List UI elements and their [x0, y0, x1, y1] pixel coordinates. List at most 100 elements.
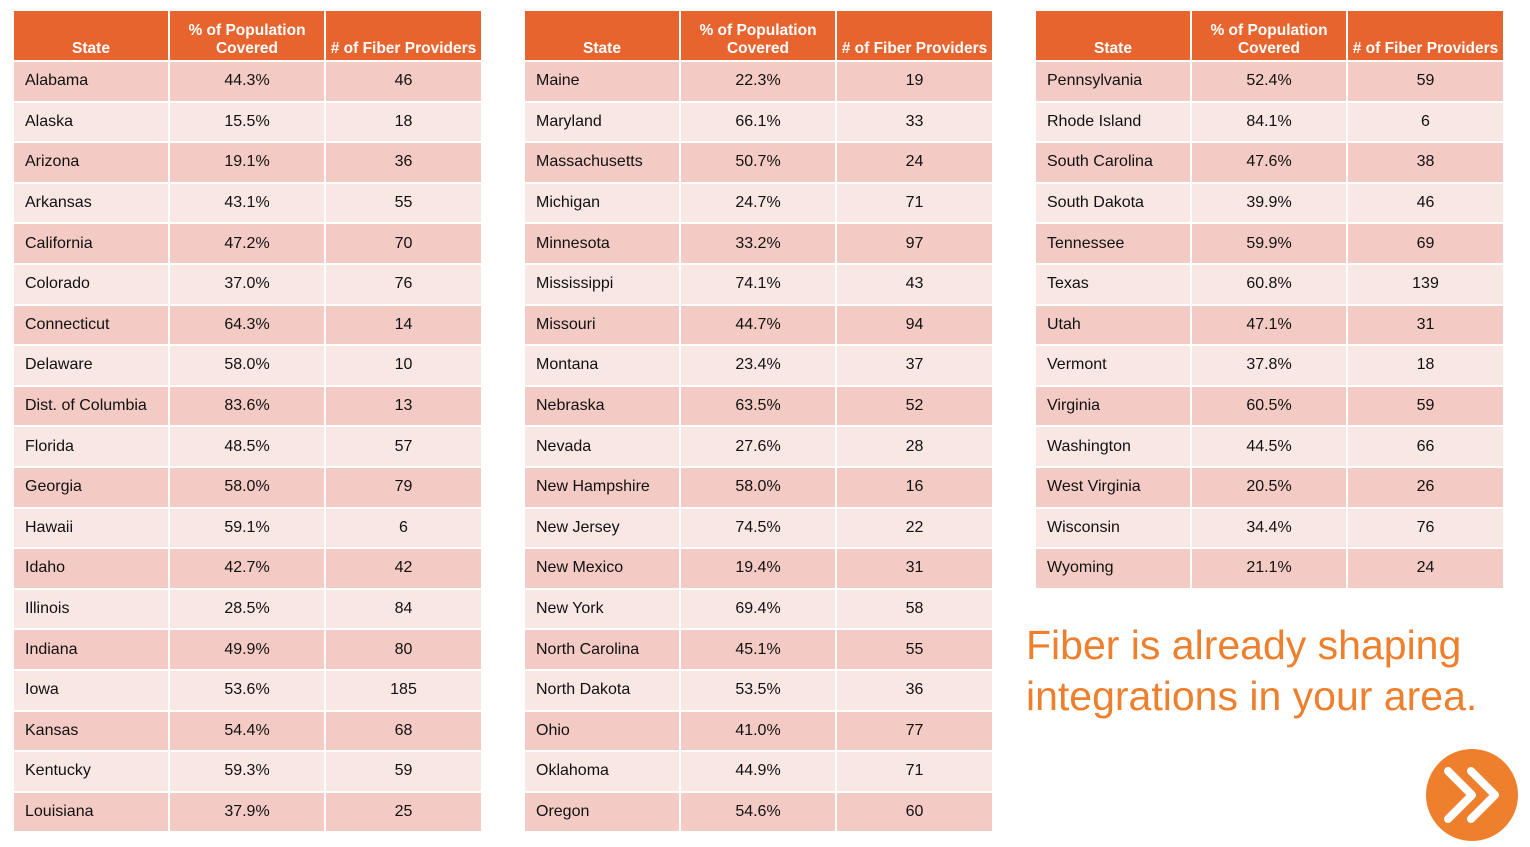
table-row: Washington 44.5% 66	[1036, 427, 1503, 466]
cell-providers: 31	[837, 549, 992, 588]
cell-coverage: 54.6%	[681, 792, 835, 832]
table-row: Vermont 37.8% 18	[1036, 346, 1503, 385]
cell-coverage: 22.3%	[681, 62, 835, 101]
table-row: Colorado 37.0% 76	[14, 264, 481, 304]
cell-coverage: 33.2%	[681, 224, 835, 263]
table-row: Ohio 41.0% 77	[525, 711, 992, 751]
cell-providers: 55	[837, 630, 992, 669]
cell-providers: 19	[837, 62, 992, 101]
header-coverage: % of Population Covered	[681, 11, 835, 60]
header-state: State	[525, 11, 679, 60]
table-row: New York 69.4% 58	[525, 589, 992, 629]
cell-state: California	[14, 224, 168, 263]
cell-state: New Mexico	[525, 549, 679, 588]
cell-coverage: 44.5%	[1192, 427, 1346, 466]
table-row: New Jersey 74.5% 22	[525, 508, 992, 548]
cell-coverage: 37.0%	[170, 264, 324, 304]
table-row: Delaware 58.0% 10	[14, 346, 481, 385]
cell-coverage: 34.4%	[1192, 508, 1346, 548]
cell-providers: 58	[837, 589, 992, 629]
header-providers: # of Fiber Providers	[326, 11, 481, 60]
table-header-row: State % of Population Covered # of Fiber…	[1036, 11, 1503, 60]
cell-providers: 76	[326, 264, 481, 304]
table-row: New Hampshire 58.0% 16	[525, 467, 992, 507]
cell-state: Oklahoma	[525, 752, 679, 791]
cell-coverage: 53.5%	[681, 670, 835, 710]
cell-coverage: 44.7%	[681, 305, 835, 345]
table-row: Michigan 24.7% 71	[525, 183, 992, 223]
cell-state: New Jersey	[525, 508, 679, 548]
fast-forward-icon	[1426, 749, 1518, 841]
cell-coverage: 47.6%	[1192, 143, 1346, 182]
cell-coverage: 21.1%	[1192, 549, 1346, 588]
cell-coverage: 20.5%	[1192, 467, 1346, 507]
cell-coverage: 59.3%	[170, 752, 324, 791]
cell-state: North Dakota	[525, 670, 679, 710]
table-row: Texas 60.8% 139	[1036, 264, 1503, 304]
table-row: South Carolina 47.6% 38	[1036, 143, 1503, 182]
cell-coverage: 52.4%	[1192, 62, 1346, 101]
table-row: Hawaii 59.1% 6	[14, 508, 481, 548]
table-row: Pennsylvania 52.4% 59	[1036, 62, 1503, 101]
cell-providers: 66	[1348, 427, 1503, 466]
table-row: Oklahoma 44.9% 71	[525, 752, 992, 791]
table-row: Iowa 53.6% 185	[14, 670, 481, 710]
cell-coverage: 49.9%	[170, 630, 324, 669]
header-coverage: % of Population Covered	[170, 11, 324, 60]
cell-providers: 10	[326, 346, 481, 385]
table-row: Maryland 66.1% 33	[525, 102, 992, 142]
cell-state: Nevada	[525, 427, 679, 466]
table-row: Florida 48.5% 57	[14, 427, 481, 466]
tagline: Fiber is already shaping integrations in…	[1026, 622, 1478, 719]
cell-providers: 185	[326, 670, 481, 710]
cell-state: Tennessee	[1036, 224, 1190, 263]
cell-state: South Carolina	[1036, 143, 1190, 182]
table-row: Nebraska 63.5% 52	[525, 386, 992, 426]
cell-state: New Hampshire	[525, 467, 679, 507]
cell-providers: 26	[1348, 467, 1503, 507]
table-header-row: State % of Population Covered # of Fiber…	[14, 11, 481, 60]
table-row: California 47.2% 70	[14, 224, 481, 263]
fiber-table-2: State % of Population Covered # of Fiber…	[523, 9, 994, 833]
cell-providers: 71	[837, 752, 992, 791]
cell-coverage: 84.1%	[1192, 102, 1346, 142]
cell-coverage: 37.8%	[1192, 346, 1346, 385]
cell-state: North Carolina	[525, 630, 679, 669]
cell-providers: 14	[326, 305, 481, 345]
cell-providers: 33	[837, 102, 992, 142]
cell-state: Alabama	[14, 62, 168, 101]
next-slide-button[interactable]	[1426, 749, 1518, 841]
cell-coverage: 19.1%	[170, 143, 324, 182]
cell-state: Vermont	[1036, 346, 1190, 385]
cell-providers: 24	[1348, 549, 1503, 588]
cell-state: Maine	[525, 62, 679, 101]
cell-state: Oregon	[525, 792, 679, 832]
cell-state: Iowa	[14, 670, 168, 710]
cell-providers: 97	[837, 224, 992, 263]
cell-providers: 43	[837, 264, 992, 304]
cell-providers: 38	[1348, 143, 1503, 182]
cell-coverage: 41.0%	[681, 711, 835, 751]
cell-coverage: 24.7%	[681, 183, 835, 223]
cell-state: Rhode Island	[1036, 102, 1190, 142]
table-row: Rhode Island 84.1% 6	[1036, 102, 1503, 142]
fiber-table-3: State % of Population Covered # of Fiber…	[1034, 9, 1505, 590]
cell-providers: 25	[326, 792, 481, 832]
cell-state: Massachusetts	[525, 143, 679, 182]
cell-state: Georgia	[14, 467, 168, 507]
header-providers: # of Fiber Providers	[1348, 11, 1503, 60]
cell-state: Arizona	[14, 143, 168, 182]
cell-providers: 28	[837, 427, 992, 466]
cell-state: Washington	[1036, 427, 1190, 466]
cell-coverage: 44.3%	[170, 62, 324, 101]
table-row: Idaho 42.7% 42	[14, 549, 481, 588]
cell-coverage: 58.0%	[170, 346, 324, 385]
cell-coverage: 58.0%	[170, 467, 324, 507]
table-row: Missouri 44.7% 94	[525, 305, 992, 345]
table-row: Minnesota 33.2% 97	[525, 224, 992, 263]
cell-providers: 13	[326, 386, 481, 426]
cell-coverage: 47.2%	[170, 224, 324, 263]
cell-state: Mississippi	[525, 264, 679, 304]
cell-state: Indiana	[14, 630, 168, 669]
table-row: Indiana 49.9% 80	[14, 630, 481, 669]
